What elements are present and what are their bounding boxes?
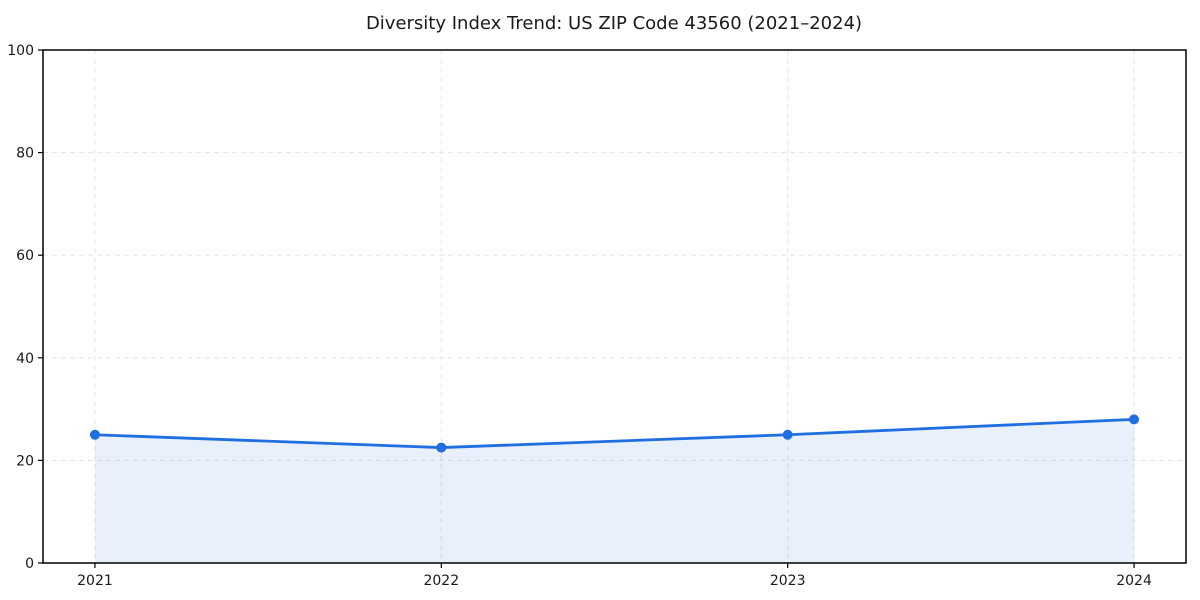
grid-layer [43,50,1186,563]
tick-layer: 0 20 40 60 80 100 2021 2022 2023 2024 [7,43,1152,589]
x-tick-label-2024: 2024 [1116,573,1152,589]
chart-title: Diversity Index Trend: US ZIP Code 43560… [366,13,862,34]
x-tick-label-2023: 2023 [770,573,806,589]
y-tick-label-60: 60 [16,248,34,264]
data-point-2024 [1129,414,1140,425]
y-tick-label-100: 100 [7,43,34,59]
x-tick-label-2021: 2021 [77,573,113,589]
series-layer [89,414,1140,563]
x-tick-label-2022: 2022 [423,573,459,589]
plot-border [42,49,1187,564]
y-tick-label-80: 80 [16,146,34,162]
axes-border [42,49,1187,564]
data-point-2023 [782,429,793,440]
data-point-2022 [436,442,447,453]
data-point-2021 [89,429,100,440]
y-tick-label-40: 40 [16,351,34,367]
area-fill [94,419,1135,563]
trend-line [93,417,1136,449]
y-tick-label-0: 0 [25,556,34,572]
y-tick-label-20: 20 [16,453,34,469]
